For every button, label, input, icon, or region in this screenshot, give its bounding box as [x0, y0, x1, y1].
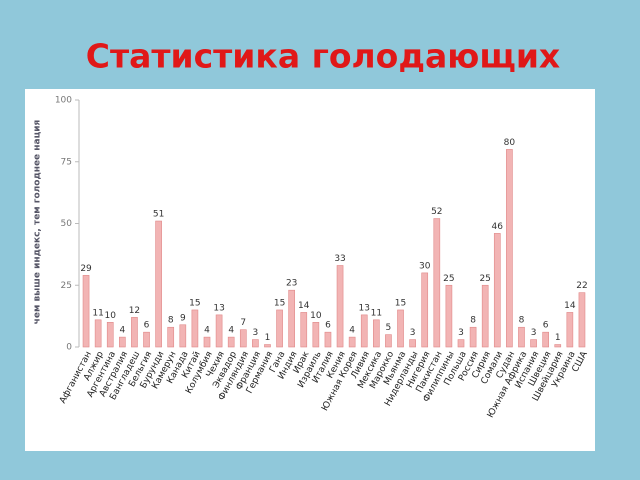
bar	[457, 339, 465, 348]
bar	[131, 317, 138, 348]
bar	[239, 329, 247, 348]
bar	[542, 331, 549, 348]
bar	[578, 292, 586, 348]
value-label: 14	[564, 301, 576, 311]
bar	[227, 336, 235, 348]
y-axis-label: чем выше индекс, тем голоднее нация	[33, 119, 43, 324]
value-label: 6	[144, 321, 150, 331]
y-tick-label: 75	[61, 157, 72, 167]
bar	[324, 331, 332, 348]
value-label: 3	[458, 328, 464, 338]
bar	[409, 339, 416, 348]
bar	[530, 339, 537, 348]
value-label: 5	[386, 323, 392, 333]
bar	[143, 331, 150, 348]
bar	[300, 312, 308, 348]
bar	[493, 233, 501, 348]
bar	[94, 319, 102, 348]
value-label: 52	[431, 207, 442, 217]
y-tick-label: 25	[61, 281, 72, 291]
value-label: 15	[274, 298, 285, 308]
value-label: 6	[325, 321, 331, 331]
value-label: 8	[470, 316, 476, 326]
value-label: 3	[531, 328, 537, 338]
value-label: 23	[286, 279, 297, 289]
value-label: 7	[240, 318, 246, 328]
bar	[312, 321, 320, 348]
bar	[373, 319, 380, 348]
value-label: 15	[395, 298, 406, 308]
bar	[179, 324, 187, 348]
slide-title: Статистика голодающих	[86, 37, 560, 76]
y-tick-label: 0	[66, 343, 72, 353]
value-label: 4	[119, 326, 125, 336]
value-label: 10	[310, 311, 322, 321]
value-label: 14	[298, 301, 310, 311]
value-label: 3	[410, 328, 416, 338]
value-label: 13	[359, 303, 370, 313]
bar	[119, 336, 126, 348]
value-label: 6	[543, 321, 549, 331]
bar	[554, 344, 562, 348]
bar	[445, 284, 453, 348]
bar	[106, 321, 114, 348]
bar	[167, 326, 175, 348]
value-label: 12	[129, 306, 140, 316]
bar	[385, 334, 392, 348]
bar	[288, 289, 295, 348]
value-label: 11	[371, 308, 382, 318]
bar	[82, 275, 90, 348]
value-label: 9	[180, 313, 186, 323]
value-label: 25	[479, 274, 490, 284]
value-label: 4	[204, 326, 210, 336]
value-label: 11	[92, 308, 103, 318]
bar	[469, 326, 477, 348]
value-label: 8	[519, 316, 525, 326]
bar	[348, 336, 356, 348]
value-label: 15	[189, 298, 200, 308]
bar	[397, 309, 404, 348]
value-label: 8	[168, 316, 174, 326]
value-label: 22	[576, 281, 587, 291]
value-label: 4	[228, 326, 234, 336]
bar	[276, 309, 283, 348]
value-label: 4	[349, 326, 355, 336]
value-label: 46	[492, 222, 504, 232]
value-label: 29	[80, 264, 92, 274]
value-label: 1	[555, 333, 561, 343]
bar	[252, 339, 259, 348]
bar	[566, 312, 574, 348]
value-label: 10	[105, 311, 117, 321]
bar	[421, 272, 429, 348]
bar	[264, 344, 271, 348]
value-label: 3	[253, 328, 259, 338]
value-label: 13	[213, 303, 224, 313]
bar	[336, 265, 344, 348]
bar	[203, 336, 211, 348]
y-tick-label: 50	[61, 219, 73, 229]
value-label: 25	[443, 274, 454, 284]
bar	[155, 220, 162, 348]
value-label: 51	[153, 210, 164, 220]
bar	[360, 314, 368, 348]
value-label: 1	[265, 333, 271, 343]
y-tick-label: 100	[55, 96, 72, 106]
value-label: 33	[334, 254, 345, 264]
bar	[433, 218, 441, 348]
value-label: 30	[419, 261, 431, 271]
bar	[506, 149, 513, 348]
bar	[518, 326, 525, 348]
bar	[481, 284, 489, 348]
value-label: 80	[504, 138, 516, 148]
bar	[215, 314, 223, 348]
bar	[191, 309, 199, 348]
